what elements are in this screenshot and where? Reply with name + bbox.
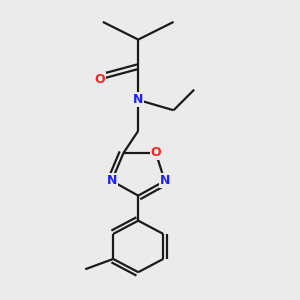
Text: N: N	[133, 93, 143, 106]
Text: O: O	[94, 73, 105, 86]
Text: N: N	[160, 174, 170, 188]
Text: O: O	[151, 146, 161, 159]
Text: N: N	[106, 174, 117, 188]
